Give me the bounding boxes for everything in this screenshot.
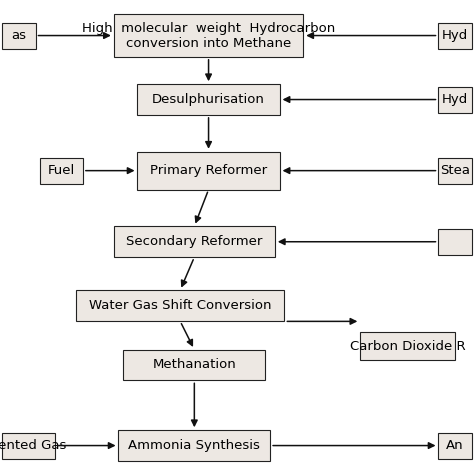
- FancyBboxPatch shape: [114, 227, 275, 257]
- FancyBboxPatch shape: [360, 332, 455, 360]
- Text: Desulphurisation: Desulphurisation: [152, 93, 265, 106]
- FancyBboxPatch shape: [40, 157, 83, 183]
- Text: Water Gas Shift Conversion: Water Gas Shift Conversion: [89, 299, 272, 312]
- Text: An: An: [446, 439, 464, 452]
- Text: Methanation: Methanation: [153, 358, 236, 372]
- FancyBboxPatch shape: [123, 350, 265, 380]
- Text: Hyd: Hyd: [442, 29, 468, 42]
- FancyBboxPatch shape: [438, 22, 472, 49]
- FancyBboxPatch shape: [2, 432, 55, 459]
- Text: Hyd: Hyd: [442, 93, 468, 106]
- Text: Secondary Reformer: Secondary Reformer: [126, 235, 263, 248]
- FancyBboxPatch shape: [137, 84, 280, 115]
- Text: Fuel: Fuel: [48, 164, 75, 177]
- Text: High  molecular  weight  Hydrocarbon
conversion into Methane: High molecular weight Hydrocarbon conver…: [82, 21, 335, 50]
- Text: as: as: [11, 29, 27, 42]
- Text: Stea: Stea: [440, 164, 470, 177]
- FancyBboxPatch shape: [2, 22, 36, 49]
- FancyBboxPatch shape: [114, 14, 303, 57]
- Text: Vented Gas: Vented Gas: [0, 439, 67, 452]
- FancyBboxPatch shape: [137, 152, 280, 190]
- Text: Ammonia Synthesis: Ammonia Synthesis: [128, 439, 260, 452]
- FancyBboxPatch shape: [118, 430, 270, 461]
- FancyBboxPatch shape: [438, 432, 472, 459]
- Text: Primary Reformer: Primary Reformer: [150, 164, 267, 177]
- Text: Carbon Dioxide R: Carbon Dioxide R: [350, 339, 465, 353]
- FancyBboxPatch shape: [76, 290, 284, 321]
- FancyBboxPatch shape: [438, 86, 472, 113]
- FancyBboxPatch shape: [438, 229, 472, 255]
- FancyBboxPatch shape: [438, 157, 472, 183]
